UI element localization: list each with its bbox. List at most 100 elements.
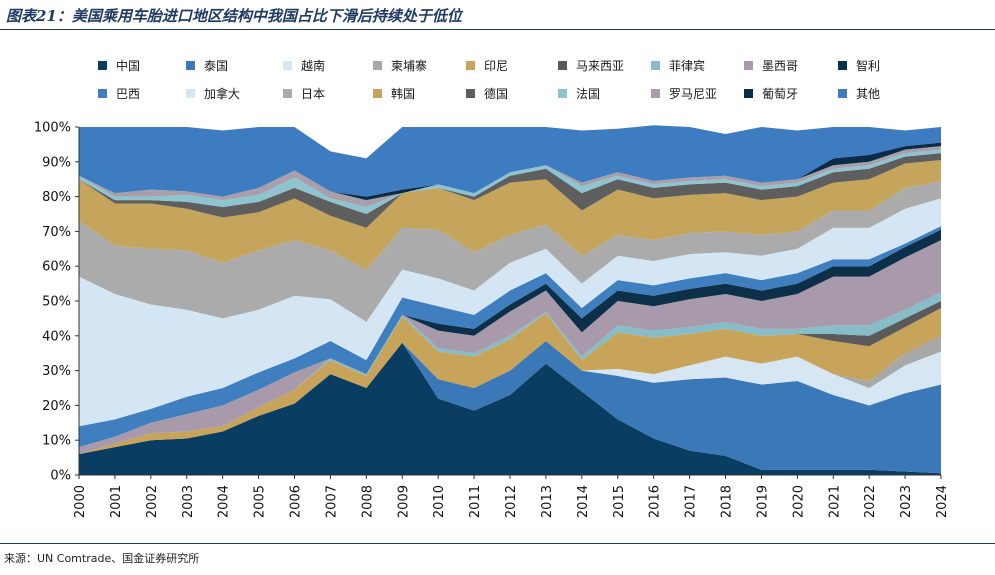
y-tick-label: 80%: [42, 190, 71, 205]
x-tick-label: 2022: [863, 485, 878, 518]
x-tick-label: 2009: [396, 485, 411, 518]
x-tick-label: 2015: [612, 485, 627, 518]
area-series-10: [79, 198, 941, 427]
y-tick-label: 50%: [42, 295, 71, 310]
legend-swatch: [98, 60, 107, 70]
legend-swatch: [373, 60, 382, 70]
x-tick-label: 2004: [217, 485, 232, 518]
x-tick-label: 2008: [360, 485, 375, 518]
figure-title: 图表21：美国乘用车胎进口地区结构中我国占比下滑后持续处于低位: [6, 7, 462, 25]
x-tick-label: 2000: [73, 485, 88, 518]
legend-swatch: [98, 88, 107, 98]
legend-label: 印尼: [484, 58, 509, 73]
legend-item: 印尼: [466, 58, 509, 73]
area-series-1: [79, 341, 941, 474]
y-tick-label: 90%: [42, 155, 71, 170]
x-tick-label: 2005: [253, 485, 268, 518]
legend-swatch: [744, 60, 753, 70]
legend-swatch: [838, 88, 847, 98]
x-tick-label: 2007: [324, 485, 339, 518]
legend-item: 马来西亚: [558, 58, 625, 73]
legend-label: 加拿大: [204, 86, 241, 101]
legend-swatch: [186, 88, 195, 98]
x-tick-label: 2021: [827, 485, 842, 518]
legend-item: 韩国: [373, 86, 416, 101]
y-tick-label: 10%: [42, 434, 71, 449]
legend-label: 越南: [301, 58, 326, 73]
x-tick-label: 2016: [648, 485, 663, 518]
x-tick-label: 2018: [720, 485, 735, 518]
chart-legend: 中国 泰国 越南 柬埔寨 印尼 马来西亚 菲律宾 墨西哥 智利巴西 加拿大 日本 韩国 德国 法国 罗马尼亚…: [0, 0, 995, 110]
legend-item: 泰国: [186, 58, 229, 73]
legend-swatch: [744, 88, 753, 98]
area-series-13: [79, 153, 941, 228]
area-series-11: [79, 180, 941, 322]
legend-label: 韩国: [391, 86, 416, 101]
legend-item: 葡萄牙: [744, 86, 799, 101]
x-tick-label: 2006: [289, 485, 304, 518]
y-tick-label: 100%: [34, 121, 71, 136]
x-tick-label: 2010: [432, 485, 447, 518]
legend-label: 中国: [116, 58, 141, 73]
legend-item: 越南: [283, 58, 326, 73]
y-tick-label: 70%: [42, 225, 71, 240]
area-series-2: [79, 341, 941, 455]
legend-label: 智利: [856, 58, 881, 73]
legend-label: 菲律宾: [669, 58, 706, 73]
title-divider: [0, 29, 995, 30]
legend-swatch: [283, 88, 292, 98]
legend-swatch: [651, 60, 660, 70]
legend-label: 罗马尼亚: [669, 86, 718, 101]
x-tick-label: 2019: [755, 485, 770, 518]
x-tick-label: 2011: [468, 485, 483, 518]
area-series-4: [79, 307, 941, 455]
area-series-9: [79, 226, 941, 448]
legend-swatch: [651, 88, 660, 98]
y-tick-label: 20%: [42, 399, 71, 414]
x-tick-label: 2024: [935, 485, 950, 518]
y-tick-label: 0%: [50, 469, 71, 484]
legend-label: 法国: [576, 86, 601, 101]
area-series-12: [79, 160, 941, 270]
area-series-8: [79, 229, 941, 448]
x-tick-label: 2003: [181, 485, 196, 518]
legend-swatch: [283, 60, 292, 70]
legend-swatch: [838, 60, 847, 70]
legend-label: 葡萄牙: [762, 86, 799, 101]
legend-item: 中国: [98, 58, 141, 73]
legend-label: 德国: [484, 86, 509, 101]
legend-item: 柬埔寨: [373, 58, 428, 73]
legend-swatch: [558, 88, 567, 98]
stacked-area-chart: 0% 10% 20% 30% 40% 50% 60% 70% 80% 90% 100% 2000 200…: [34, 121, 950, 519]
x-tick-label: 2020: [791, 485, 806, 518]
legend-label: 日本: [301, 86, 326, 101]
y-tick-label: 30%: [42, 364, 71, 379]
x-tick-label: 2013: [540, 485, 555, 518]
legend-label: 柬埔寨: [391, 58, 428, 73]
legend-item: 罗马尼亚: [651, 86, 718, 101]
legend-label: 墨西哥: [762, 58, 799, 73]
source-note: 来源：UN Comtrade、国金证券研究所: [4, 552, 200, 565]
x-tick-label: 2012: [504, 485, 519, 518]
x-tick-label: 2017: [684, 485, 699, 518]
legend-swatch: [186, 60, 195, 70]
legend-swatch: [373, 88, 382, 98]
legend-item: 巴西: [98, 86, 141, 101]
legend-swatch: [466, 60, 475, 70]
source-divider: [0, 543, 995, 544]
legend-label: 泰国: [204, 58, 229, 73]
x-tick-label: 2023: [899, 485, 914, 518]
legend-item: 法国: [558, 86, 601, 101]
legend-label: 巴西: [116, 86, 141, 101]
legend-label: 马来西亚: [576, 58, 625, 73]
legend-swatch: [558, 60, 567, 70]
y-tick-label: 60%: [42, 260, 71, 275]
legend-item: 德国: [466, 86, 509, 101]
area-series-group: [79, 125, 941, 475]
x-tick-label: 2001: [109, 485, 124, 518]
legend-item: 日本: [283, 86, 326, 101]
legend-label: 其他: [856, 86, 881, 101]
legend-item: 智利: [838, 58, 881, 73]
x-tick-label: 2014: [576, 485, 591, 518]
legend-item: 墨西哥: [744, 58, 799, 73]
